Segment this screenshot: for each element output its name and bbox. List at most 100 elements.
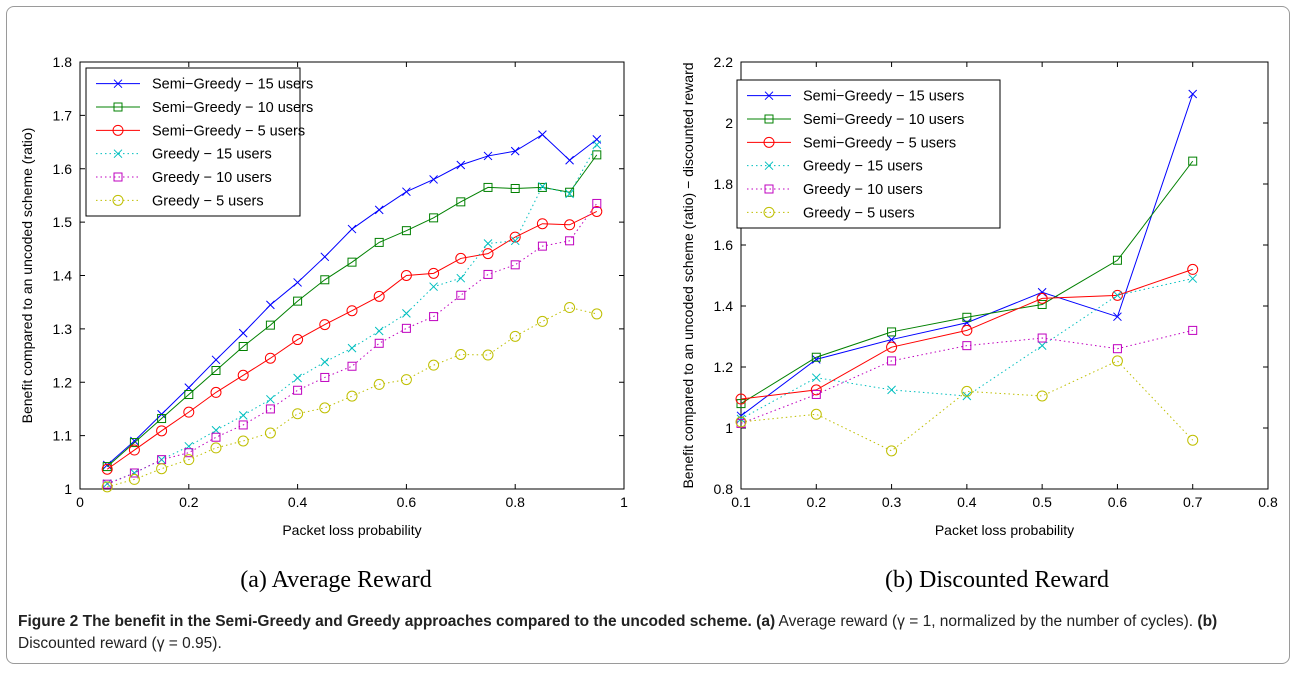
- chart-a-data-point: [292, 408, 304, 420]
- chart-a-data-point: [129, 438, 139, 448]
- chart-a-data-point: [293, 296, 303, 306]
- chart-a-data-point: [374, 326, 384, 336]
- chart-a-data-point: [265, 320, 275, 330]
- chart-a-ytick-label: 1.6: [53, 161, 73, 177]
- chart-b-data-point: [1111, 355, 1123, 367]
- chart-a-data-point: [183, 454, 195, 466]
- chart-a-data-point: [346, 305, 358, 317]
- chart-a-ytick-label: 1.2: [53, 374, 73, 390]
- chart-b-data-point: [886, 341, 898, 353]
- chart-b-legend-marker: [763, 206, 775, 218]
- chart-discounted-reward: 0.1 0.2 0.3 0.4 0.5 0.6 0.7 0.8 0.8 1 1.2 1.4 1.6 1.8…: [680, 54, 1278, 538]
- chart-a-data-point: [129, 468, 139, 478]
- chart-a-data-point: [592, 140, 602, 150]
- chart-b-legend-marker: [764, 184, 774, 194]
- chart-a-data-point: [564, 302, 576, 314]
- chart-b-data-point: [1037, 341, 1047, 351]
- chart-a-data-point: [591, 308, 603, 320]
- chart-a-legend-marker: [113, 102, 123, 112]
- caption-b-label: (b): [1197, 613, 1218, 630]
- chart-b-data-point: [887, 356, 897, 366]
- chart-b-data-point: [1112, 344, 1122, 354]
- chart-a-data-point: [510, 146, 520, 156]
- chart-a-data-point: [347, 361, 357, 371]
- chart-b-data-point: [1113, 290, 1122, 300]
- chart-b-ytick-label: 1: [725, 420, 733, 436]
- chart-a-data-point: [156, 425, 168, 437]
- caption-a-text: Average reward (γ = 1, normalized by the…: [775, 613, 1198, 630]
- chart-b-data-point: [962, 312, 972, 322]
- chart-b-data-point: [811, 373, 821, 383]
- chart-a-data-point: [184, 390, 194, 400]
- chart-a-data-point: [374, 237, 384, 247]
- chart-a-ytick-label: 1.4: [53, 268, 73, 284]
- chart-a-data-point: [293, 278, 302, 287]
- chart-a-data-point: [374, 338, 384, 348]
- chart-b-legend-marker: [764, 161, 774, 171]
- chart-a-data-point: [266, 300, 275, 310]
- chart-b-data-point: [1037, 299, 1047, 309]
- chart-a-xtick-label: 0.4: [288, 494, 308, 510]
- chart-b-xtick-label: 0.3: [882, 494, 902, 510]
- subcaption-a: (a) Average Reward: [240, 567, 431, 593]
- chart-a-xtick-label: 1: [620, 494, 628, 510]
- chart-a-data-point: [238, 420, 248, 430]
- chart-a-data-point: [456, 290, 466, 300]
- chart-b-data-point: [1187, 263, 1199, 275]
- chart-a-data-point: [537, 241, 547, 251]
- chart-b-data-point: [736, 414, 746, 424]
- chart-a-data-point: [238, 328, 248, 338]
- chart-b-xtick-label: 0.8: [1258, 494, 1278, 510]
- chart-a-data-point: [592, 150, 602, 160]
- chart-a-data-point: [211, 355, 221, 365]
- caption-title: Figure 2 The benefit in the Semi-Greedy …: [18, 613, 752, 630]
- chart-a-data-point: [591, 205, 603, 217]
- chart-a-data-point: [401, 323, 411, 333]
- chart-a-data-point: [292, 334, 304, 346]
- chart-a-data-point: [101, 463, 113, 475]
- chart-b-legend-marker: [763, 136, 775, 148]
- figure-caption: Figure 2 The benefit in the Semi-Greedy …: [18, 611, 1280, 655]
- chart-a-data-point: [293, 385, 303, 395]
- chart-b-legend-label: Semi−Greedy − 5 users: [803, 135, 956, 151]
- chart-a-data-point: [400, 374, 412, 386]
- chart-a-data-point: [483, 151, 493, 161]
- chart-a-data-point: [536, 218, 548, 230]
- chart-a-data-point: [211, 432, 221, 442]
- chart-b-xtick-label: 0.4: [957, 494, 977, 510]
- chart-a-xtick-label: 0: [76, 494, 84, 510]
- chart-b-xtick-label: 0.6: [1108, 494, 1128, 510]
- chart-a-data-point: [264, 352, 276, 364]
- chart-a-data-point: [265, 404, 275, 414]
- chart-b-legend-label: Greedy − 5 users: [803, 205, 915, 221]
- chart-a-xtick-label: 0.2: [179, 494, 199, 510]
- chart-b-legend: [736, 79, 1001, 229]
- chart-a-data-point: [210, 442, 222, 454]
- chart-a-data-point: [156, 463, 168, 475]
- chart-a-data-point: [455, 252, 467, 264]
- chart-a-data-point: [456, 160, 466, 170]
- chart-a-series-line: [106, 154, 598, 467]
- chart-a-legend-label: Semi−Greedy − 10 users: [152, 100, 313, 116]
- figure-canvas: 0 0.2 0.4 0.6 0.8 1 1 1.1 1.2 1.3 1.4 1.5 1.6 1.7 1.8 P…: [19, 54, 1278, 593]
- chart-a-ytick-label: 1.3: [53, 321, 73, 337]
- chart-a-legend-label: Greedy − 15 users: [152, 147, 272, 163]
- chart-a-data-point: [319, 319, 331, 331]
- chart-a-data-point: [429, 175, 438, 184]
- chart-a-data-point: [429, 282, 438, 292]
- chart-b-xtick-label: 0.2: [807, 494, 827, 510]
- chart-b-data-point: [1037, 287, 1047, 297]
- chart-a-legend-marker: [113, 149, 123, 159]
- chart-a-data-point: [320, 252, 330, 262]
- chart-b-data-point: [962, 341, 972, 351]
- chart-a-data-point: [538, 182, 547, 191]
- chart-a-data-point: [183, 406, 195, 418]
- chart-a-data-point: [237, 369, 249, 381]
- subcaption-b: (b) Discounted Reward: [885, 567, 1109, 593]
- chart-a-data-point: [128, 444, 140, 456]
- chart-b-data-point: [887, 335, 896, 344]
- chart-a-data-point: [320, 357, 330, 367]
- chart-b-legend-marker: [764, 91, 774, 101]
- chart-a-data-point: [509, 330, 521, 342]
- chart-b-data-point: [1036, 292, 1048, 304]
